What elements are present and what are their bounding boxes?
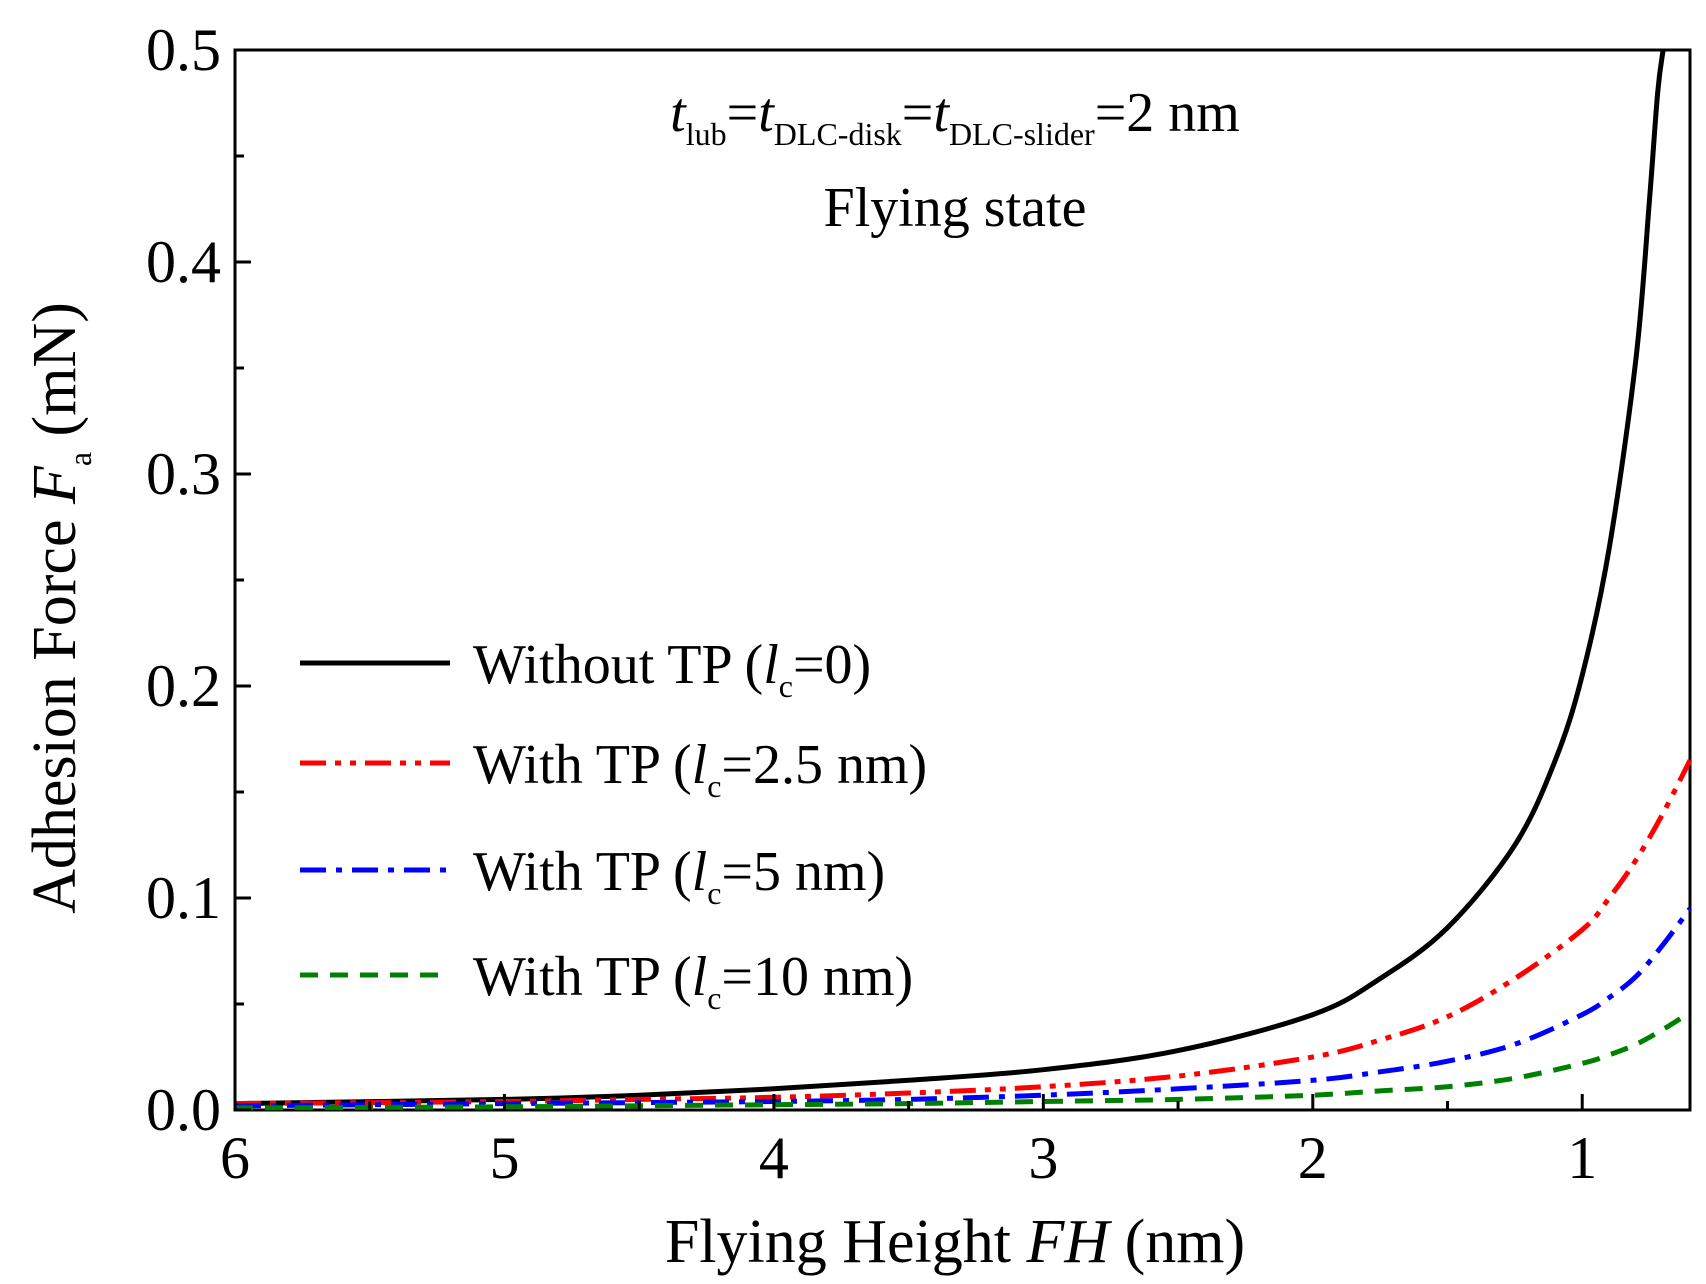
y-tick-label-1: 0.1 xyxy=(146,865,221,931)
state-annotation: Flying state xyxy=(824,177,1087,239)
series-line-1 xyxy=(234,759,1693,1107)
x-tick-label-2: 4 xyxy=(759,1125,789,1191)
y-tick-label-0: 0.0 xyxy=(146,1077,221,1143)
axis-ticks xyxy=(233,48,1584,1112)
legend: Without TP (lc=0) With TP (lc=2.5 nm) Wi… xyxy=(300,634,927,1016)
legend-item-tp-10: With TP (lc=10 nm) xyxy=(300,946,913,1016)
x-axis-title: Flying Height FH (nm) xyxy=(665,1208,1245,1276)
legend-item-without-tp: Without TP (lc=0) xyxy=(300,634,871,704)
series-line-3 xyxy=(234,1010,1692,1111)
y-tick-label-5: 0.5 xyxy=(146,17,221,83)
legend-item-tp-5: With TP (lc=5 nm) xyxy=(300,841,885,911)
legend-label-tp-5: With TP (lc=5 nm) xyxy=(473,841,885,911)
x-tick-label-1: 5 xyxy=(489,1125,519,1191)
legend-label-tp-10: With TP (lc=10 nm) xyxy=(473,946,913,1016)
legend-label-without-tp: Without TP (lc=0) xyxy=(473,634,871,704)
thickness-annotation: tlub=tDLC-disk=tDLC-slider=2 nm xyxy=(670,82,1240,152)
tick-labels: 6 5 4 3 2 1 0.0 0.1 0.2 0.3 0.4 0.5 xyxy=(146,17,1597,1191)
legend-label-tp-2-5: With TP (lc=2.5 nm) xyxy=(473,734,927,804)
x-tick-label-4: 2 xyxy=(1298,1125,1328,1191)
y-tick-label-2: 0.2 xyxy=(146,653,221,719)
x-tick-label-3: 3 xyxy=(1028,1125,1058,1191)
x-tick-label-0: 6 xyxy=(220,1125,250,1191)
y-axis-title: Adhesion Force Fa (mN) xyxy=(21,302,98,914)
series-lines xyxy=(234,49,1693,1111)
y-tick-label-3: 0.3 xyxy=(146,441,221,507)
legend-item-tp-2-5: With TP (lc=2.5 nm) xyxy=(300,734,927,804)
x-tick-label-5: 1 xyxy=(1567,1125,1597,1191)
y-tick-label-4: 0.4 xyxy=(146,229,221,295)
series-line-2 xyxy=(234,907,1693,1109)
series-line-0 xyxy=(234,49,1666,1107)
